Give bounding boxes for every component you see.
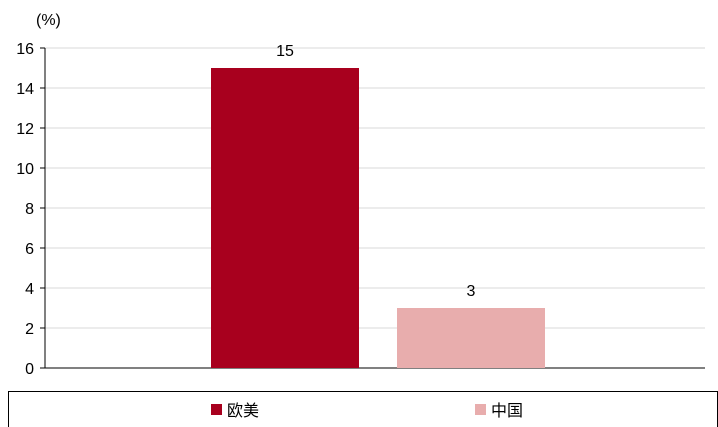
bars	[211, 68, 545, 368]
legend: 欧美 中国	[211, 401, 523, 420]
data-label-1: 15	[276, 43, 294, 60]
y-tick-label: 8	[25, 201, 34, 218]
data-label-2: 3	[467, 283, 476, 300]
data-labels: 15 3	[276, 43, 475, 300]
legend-label-2: 中国	[491, 401, 523, 420]
y-tick-label: 16	[16, 41, 34, 58]
legend-label-1: 欧美	[227, 401, 259, 420]
y-tick-label: 14	[16, 81, 34, 98]
y-tick-label: 2	[25, 321, 34, 338]
gridlines	[45, 47, 705, 329]
y-tick-label: 12	[16, 121, 34, 138]
legend-swatch-1	[211, 404, 222, 415]
y-tick-label: 6	[25, 241, 34, 258]
bar-1	[211, 68, 359, 368]
y-tick-label: 10	[16, 161, 34, 178]
y-tick-label: 4	[25, 281, 34, 298]
legend-box	[8, 391, 718, 427]
legend-swatch-2	[475, 404, 486, 415]
y-tick-label: 0	[25, 361, 34, 378]
y-axis-unit-label: (%)	[36, 12, 61, 29]
y-axis: 0 2 4 6 8 10 12 14 16	[16, 41, 705, 378]
bar-2	[397, 308, 545, 368]
